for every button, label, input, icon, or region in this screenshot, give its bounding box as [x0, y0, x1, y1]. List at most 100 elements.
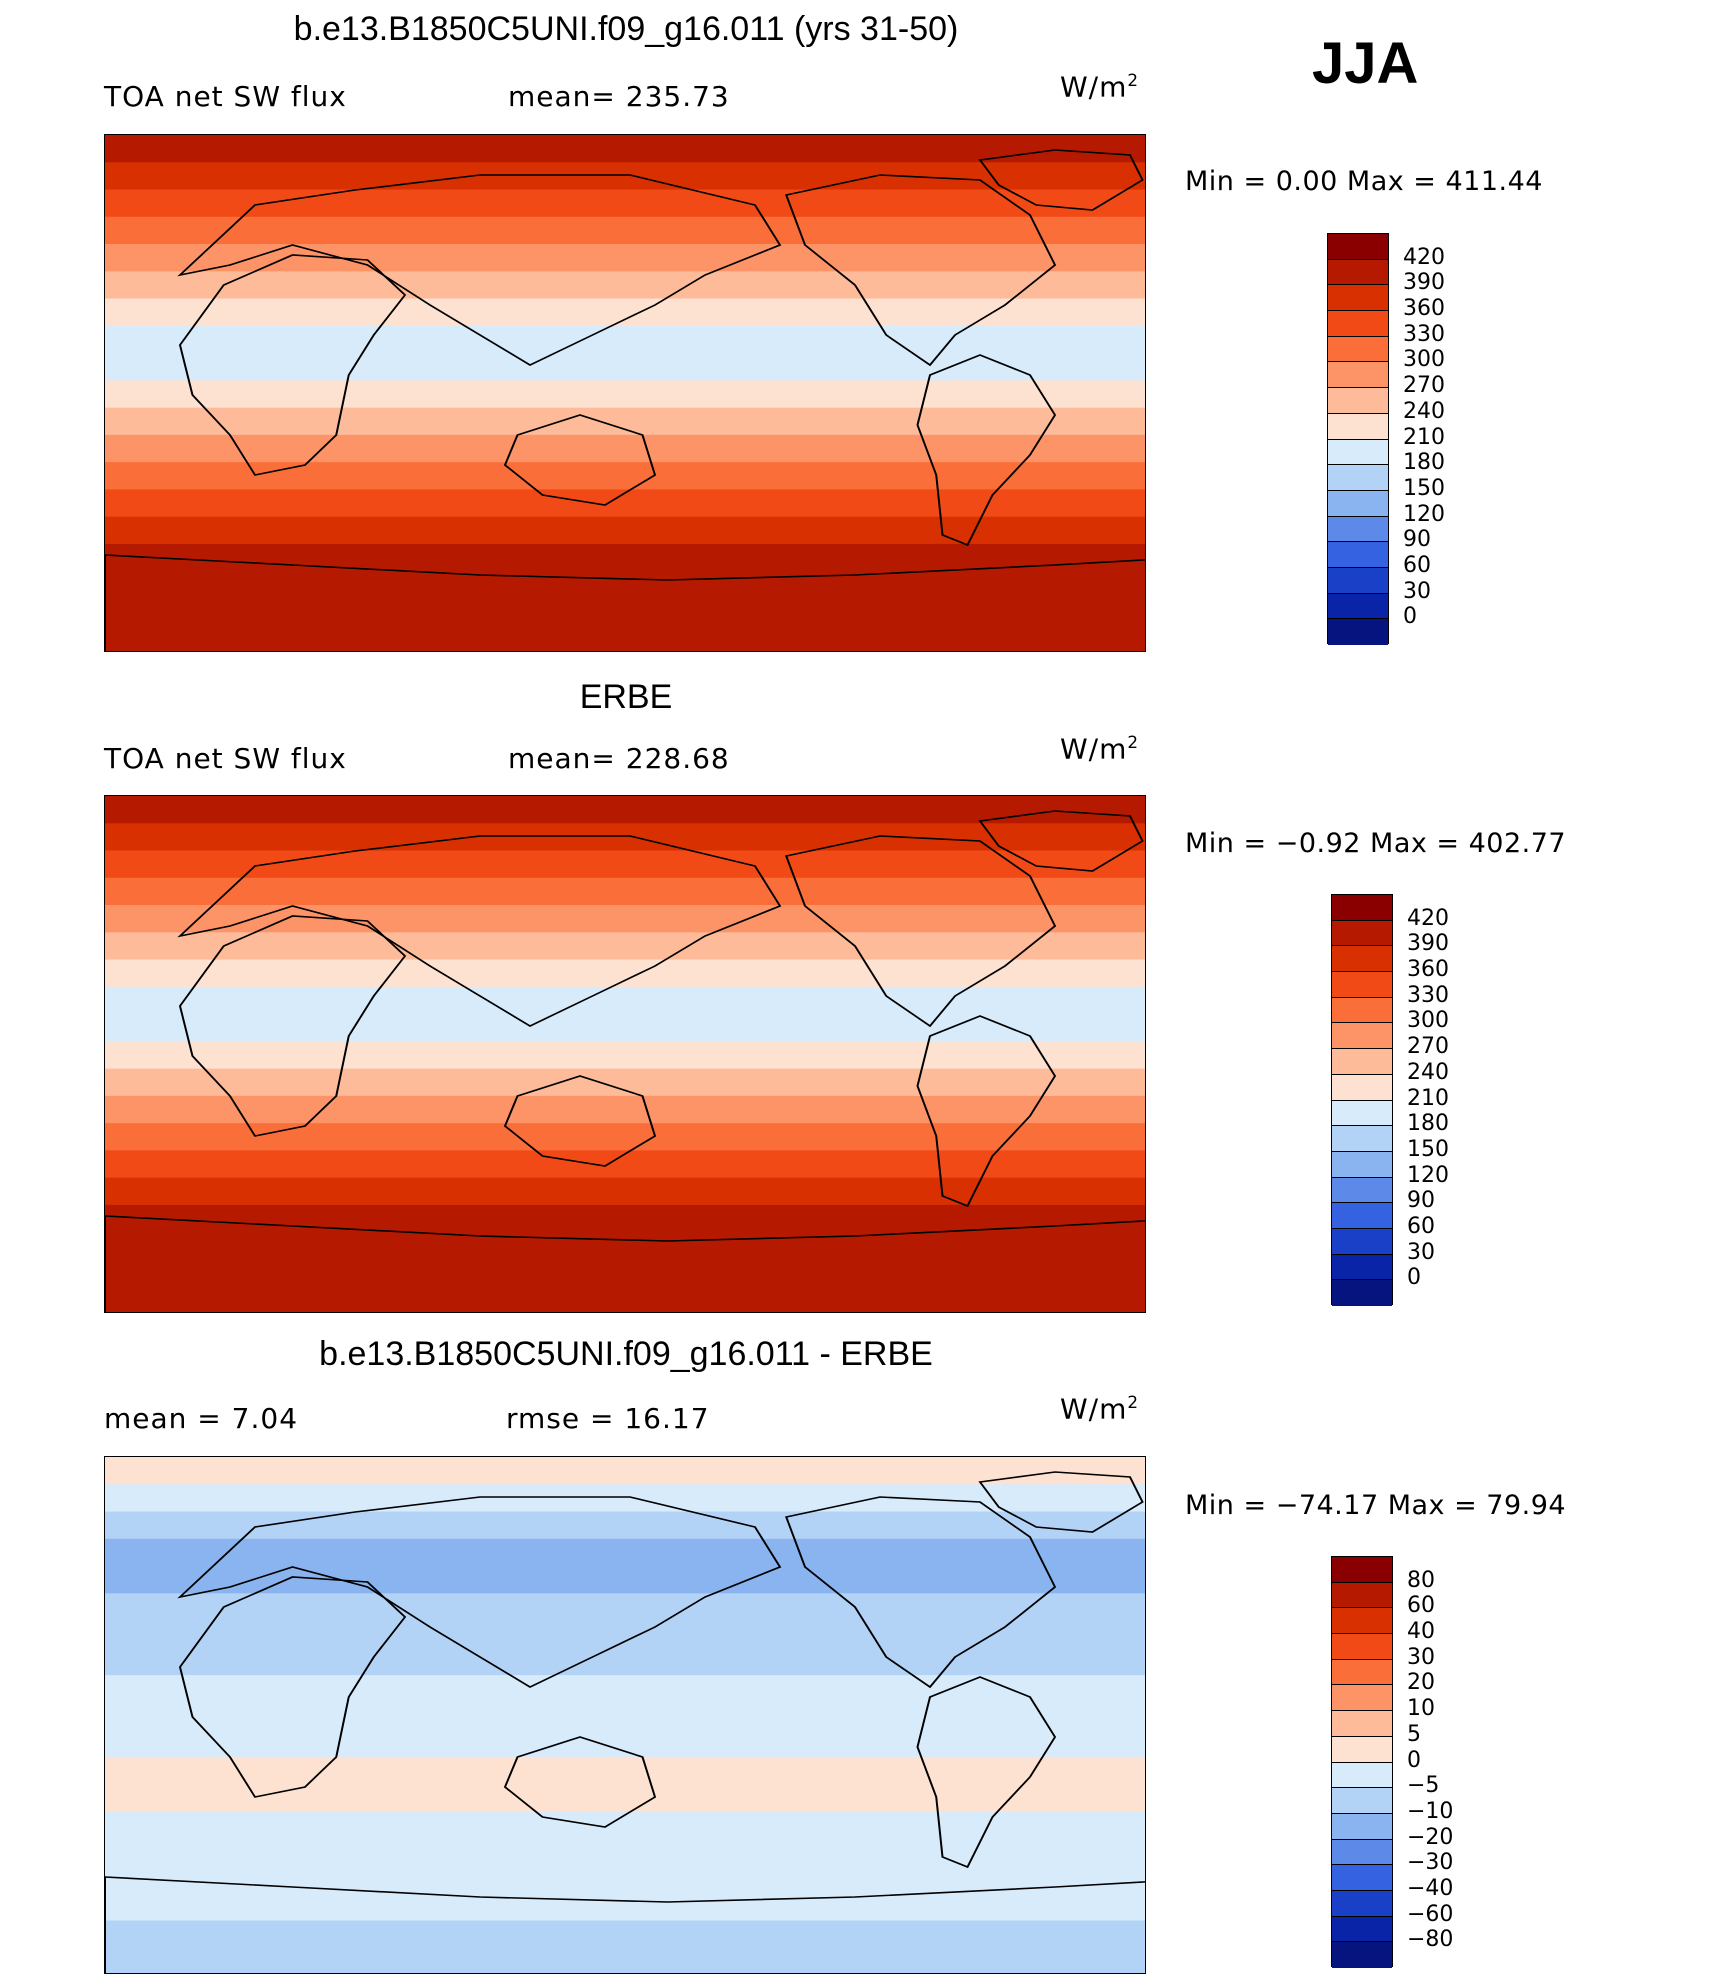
- panel-1-map: [104, 134, 1146, 652]
- colorbar-swatch: [1332, 997, 1392, 1024]
- colorbar-swatch: [1332, 895, 1392, 921]
- colorbar-swatch: [1332, 1100, 1392, 1127]
- colorbar-tick-label: 120: [1407, 1162, 1449, 1188]
- contour-band: [105, 216, 1145, 246]
- contour-band: [105, 407, 1145, 436]
- colorbar-tick-label: 0: [1403, 604, 1417, 630]
- colorbar-swatch: [1332, 1557, 1392, 1583]
- panel-2-min-max: Min = −0.92 Max = 402.77: [1185, 828, 1567, 859]
- colorbar-swatch: [1332, 946, 1392, 973]
- colorbar-tick-label: 360: [1407, 957, 1449, 983]
- colorbar-tick-label: 300: [1403, 347, 1445, 373]
- coastline: [503, 1075, 657, 1167]
- colorbar-tick-label: 30: [1407, 1644, 1435, 1670]
- contour-band: [105, 1756, 1145, 1786]
- coastline: [916, 354, 1057, 547]
- contour-band: [105, 1177, 1145, 1206]
- colorbar-swatch: [1332, 1177, 1392, 1204]
- contour-band: [105, 1457, 1145, 1486]
- colorbar-tick-label: 30: [1403, 578, 1431, 604]
- contour-band: [105, 571, 1145, 600]
- colorbar-swatch: [1332, 1634, 1392, 1660]
- contour-band: [105, 1123, 1145, 1152]
- panel-1-colorbar: [1327, 233, 1389, 645]
- colorbar-tick-label: 90: [1407, 1188, 1435, 1214]
- colorbar-tick-label: −80: [1407, 1927, 1454, 1953]
- colorbar-swatch: [1328, 619, 1388, 645]
- coastline: [784, 835, 1057, 1028]
- colorbar-tick-label: 90: [1403, 527, 1431, 553]
- colorbar-tick-label: 40: [1407, 1619, 1435, 1645]
- contour-band: [105, 1920, 1145, 1949]
- colorbar-tick-label: −10: [1407, 1798, 1454, 1824]
- panel-2-units: W/m2: [1060, 732, 1140, 766]
- contour-band: [105, 932, 1145, 961]
- colorbar-tick-label: 60: [1407, 1213, 1435, 1239]
- panel-3-mean-label: mean = 7.04: [104, 1402, 299, 1435]
- colorbar-swatch: [1332, 1762, 1392, 1789]
- contour-band: [105, 1811, 1145, 1840]
- panel-1-variable-label: TOA net SW flux: [104, 80, 347, 113]
- contour-band: [105, 625, 1145, 651]
- colorbar-tick-label: 330: [1403, 321, 1445, 347]
- panel-3-units: W/m2: [1060, 1392, 1140, 1426]
- contour-band: [105, 823, 1145, 852]
- colorbar-tick-label: 80: [1407, 1567, 1435, 1593]
- colorbar-swatch: [1328, 259, 1388, 286]
- colorbar-swatch: [1332, 1711, 1392, 1737]
- colorbar-tick-label: 150: [1407, 1136, 1449, 1162]
- colorbar-tick-label: 20: [1407, 1670, 1435, 1696]
- panel-3-colorbar: [1331, 1556, 1393, 1968]
- contour-band: [105, 1702, 1145, 1731]
- contour-band: [105, 1784, 1145, 1813]
- coastline: [105, 1876, 1145, 1973]
- panel-1-title: b.e13.B1850C5UNI.f09_g16.011 (yrs 31-50): [293, 10, 959, 48]
- colorbar-swatch: [1332, 1203, 1392, 1229]
- colorbar-swatch: [1328, 593, 1388, 620]
- coastline: [784, 174, 1057, 367]
- contour-band: [105, 1511, 1145, 1540]
- colorbar-tick-label: 420: [1407, 905, 1449, 931]
- colorbar-tick-label: 120: [1403, 501, 1445, 527]
- contour-band: [105, 1675, 1145, 1704]
- contour-band: [105, 1620, 1145, 1649]
- colorbar-tick-label: 360: [1403, 296, 1445, 322]
- colorbar-tick-label: 240: [1403, 398, 1445, 424]
- colorbar-swatch: [1328, 336, 1388, 363]
- contour-band: [105, 189, 1145, 218]
- panel-1-units: W/m2: [1060, 70, 1140, 104]
- contour-band: [105, 516, 1145, 545]
- colorbar-swatch: [1328, 465, 1388, 491]
- colorbar-tick-label: 150: [1403, 475, 1445, 501]
- contour-band: [105, 1893, 1145, 1922]
- contour-band: [105, 298, 1145, 327]
- colorbar-tick-label: 420: [1403, 244, 1445, 270]
- contour-band: [105, 1729, 1145, 1758]
- contour-band: [105, 1286, 1145, 1312]
- contour-band: [105, 353, 1145, 382]
- colorbar-tick-label: 180: [1407, 1111, 1449, 1137]
- contour-band: [105, 271, 1145, 300]
- colorbar-tick-label: 240: [1407, 1059, 1449, 1085]
- contour-band: [105, 462, 1145, 491]
- colorbar-swatch: [1332, 1126, 1392, 1152]
- map-canvas: [105, 135, 1145, 651]
- coastline: [105, 1215, 1145, 1312]
- contour-band: [105, 1538, 1145, 1568]
- colorbar-swatch: [1328, 234, 1388, 260]
- panel-2-title: ERBE: [579, 678, 673, 716]
- colorbar-swatch: [1332, 1228, 1392, 1255]
- contour-band: [105, 850, 1145, 879]
- colorbar-tick-label: −40: [1407, 1875, 1454, 1901]
- coastline: [177, 835, 782, 1027]
- colorbar-swatch: [1332, 1890, 1392, 1917]
- contour-band: [105, 543, 1145, 573]
- colorbar-swatch: [1332, 920, 1392, 947]
- colorbar-tick-label: 0: [1407, 1265, 1421, 1291]
- coastline: [503, 414, 657, 506]
- contour-band: [105, 1838, 1145, 1867]
- coastline: [178, 254, 407, 476]
- colorbar-swatch: [1328, 439, 1388, 466]
- contour-band: [105, 1150, 1145, 1179]
- colorbar-swatch: [1328, 285, 1388, 312]
